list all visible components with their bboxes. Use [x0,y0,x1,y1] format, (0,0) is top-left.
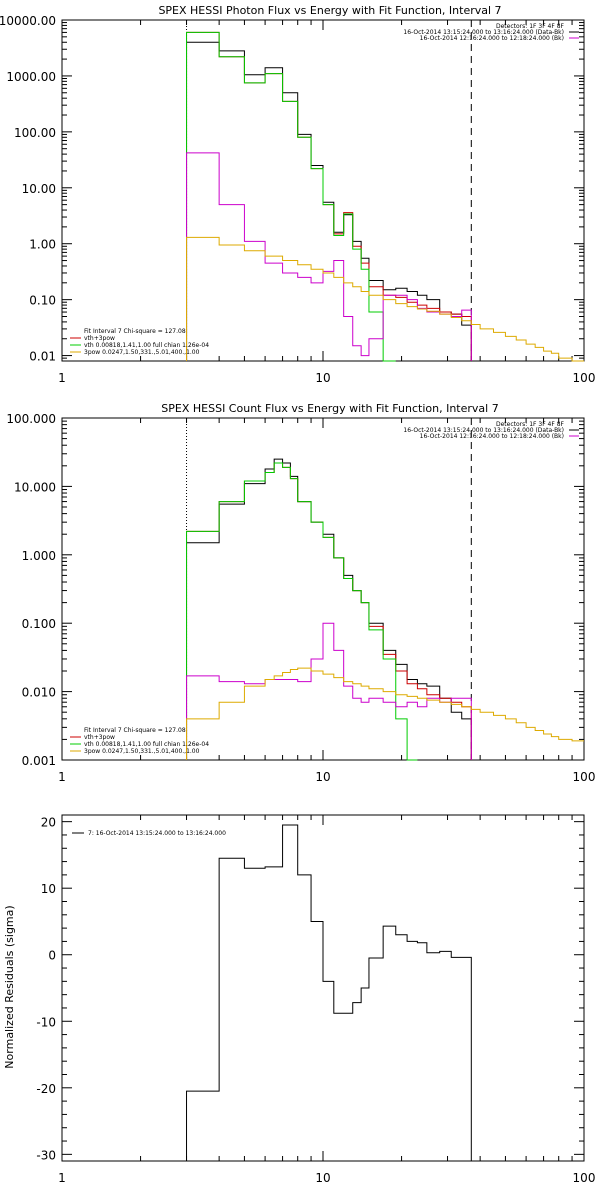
legend-top-entry: Detectors: 1F 3F 4F 8F [496,23,565,30]
x-tick-label: 10 [315,371,330,385]
photon-flux-panel: SPEX HESSI Photon Flux vs Energy with Fi… [0,4,595,385]
x-tick-label: 100 [573,770,596,784]
legend-top-entry: 16-Oct-2014 13:15:24.000 to 13:16:24.000… [403,29,564,36]
x-tick-label: 100 [573,371,596,385]
series-3pow-line [186,667,584,760]
series-databk-line [186,458,472,760]
legend-bottom-entry: Fit Interval 7 Chi-square = 127.08 [84,328,186,335]
y-tick-label: 0.01 [29,350,56,364]
legend-bottom-entry: vth+3pow [84,335,115,342]
photon-plot-content: 1 10 100 0.01 0.10 1.00 10.00 100.00 1000.00 1000… [0,14,595,385]
y-tick-label: 1.000 [22,549,56,563]
y-tick-label: 100.000 [6,412,56,426]
legend-top-entry: 16-Oct-2014 12:16:24.000 to 12:18:24.000… [420,35,564,42]
series-vth-line [186,462,418,761]
y-tick-label: 10.00 [22,182,56,196]
y-tick-label: 20 [41,816,56,830]
y-tick-label: 1.00 [29,238,56,252]
legend-bottom-entry: vth+3pow [84,734,115,741]
series-databk-line [186,41,472,361]
x-tick-label: 100 [573,1171,596,1185]
photon-chart-title: SPEX HESSI Photon Flux vs Energy with Fi… [158,4,501,17]
legend-bottom-entry: 3pow 0.0247,1.50,331.,5.01,400.,1.00 [84,748,200,755]
count-chart-title: SPEX HESSI Count Flux vs Energy with Fit… [161,402,498,415]
legend-top-entry: Detectors: 1F 3F 4F 8F [496,421,565,428]
series-7-line [186,824,472,1161]
count-flux-panel: SPEX HESSI Count Flux vs Energy with Fit… [6,402,595,784]
legend-bottom-entry: vth 0.00818,1.41,1.00 full chian 1.26e-0… [84,342,209,349]
series-3pow-line [186,236,584,362]
y-tick-label: 10.000 [14,480,56,494]
series-bk-line [186,622,472,760]
y-tick-label: 0.100 [22,617,56,631]
residuals-plot-frame [61,814,585,1162]
residuals-panel: Normalized Residuals (sigma) 1 10 10020100… [3,814,595,1185]
legend-bottom-entry: 3pow 0.0247,1.50,331.,5.01,400.,1.00 [84,349,200,356]
legend-bottom-entry: vth 0.00818,1.41,1.00 full chian 1.26e-0… [84,741,209,748]
series-vth+3pow-line [186,462,472,760]
legend-top-entry: 16-Oct-2014 12:16:24.000 to 12:18:24.000… [420,433,564,440]
y-tick-label: -20 [36,1082,56,1096]
y-tick-label: 10 [41,882,56,896]
residuals-y-axis-label: Normalized Residuals (sigma) [3,905,16,1068]
x-tick-label: 10 [315,1171,330,1185]
legend-top-entry: 16-Oct-2014 13:15:24.000 to 13:16:24.000… [403,427,564,434]
y-tick-label: -10 [36,1015,56,1029]
legend-bottom-entry: Fit Interval 7 Chi-square = 127.08 [84,727,186,734]
y-tick-label: 0.001 [22,754,56,768]
count-plot-content: 1 10 100 0.001 0.010 0.100 1.000 10.000 100.000 D… [6,412,595,784]
y-tick-label: 0.010 [22,686,56,700]
y-tick-label: -30 [36,1148,56,1162]
x-tick-label: 1 [58,770,66,784]
y-tick-label: 0.10 [29,294,56,308]
y-tick-label: 100.00 [14,126,56,140]
y-tick-label: 10000.00 [0,14,56,28]
x-tick-label: 10 [315,770,330,784]
residual-legend-entry: 7: 16-Oct-2014 13:15:24.000 to 13:16:24.… [88,830,226,837]
x-tick-label: 1 [58,371,66,385]
count-plot-frame [61,417,585,761]
y-tick-label: 0 [48,949,56,963]
series-bk-line [186,152,472,361]
series-vth-line [186,31,396,362]
y-tick-label: 1000.00 [6,70,56,84]
x-tick-label: 1 [58,1171,66,1185]
